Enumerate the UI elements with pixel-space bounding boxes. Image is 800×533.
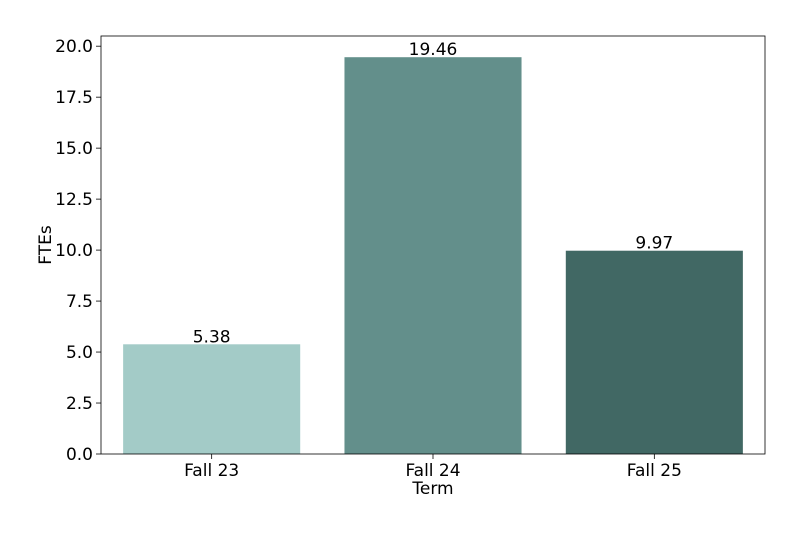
data-label: 9.97 [635,234,673,254]
bar-fall-25 [565,250,743,454]
y-tick-label: 5.0 [66,343,93,363]
data-label: 5.38 [193,327,231,347]
bars-group [123,57,743,455]
y-tick-label: 10.0 [55,241,93,261]
y-tick-label: 12.5 [55,190,93,210]
y-tick-label: 20.0 [55,37,93,57]
data-labels-group: 5.38 19.46 9.97 [193,40,674,347]
x-axis-label: Term [411,479,453,499]
bar-fall-24 [344,57,522,455]
y-tick-label: 0.0 [66,445,93,465]
x-tick-label: Fall 23 [184,461,239,481]
y-axis-label: FTEs [36,225,56,265]
y-axis: 0.0 2.5 5.0 7.5 10.0 12.5 15.0 17.5 20.0 [55,37,101,465]
y-tick-label: 15.0 [55,139,93,159]
x-tick-label: Fall 25 [627,461,682,481]
x-tick-label: Fall 24 [405,461,460,481]
y-tick-label: 17.5 [55,88,93,108]
y-tick-label: 2.5 [66,394,93,414]
data-label: 19.46 [409,40,458,60]
y-tick-label: 7.5 [66,292,93,312]
bar-fall-23 [123,344,301,454]
x-axis: Fall 23 Fall 24 Fall 25 [184,454,682,481]
